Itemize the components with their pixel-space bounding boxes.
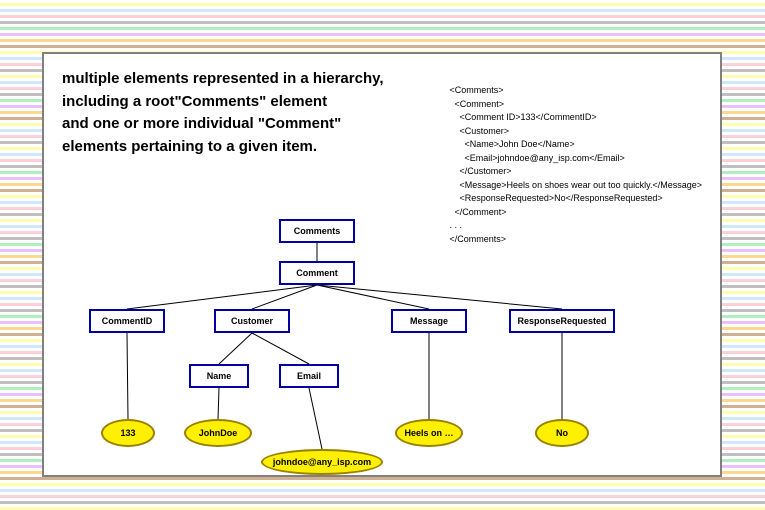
tree-node-v133: 133 (101, 419, 155, 447)
tree-edge (309, 388, 322, 449)
tree-edge (219, 333, 252, 364)
tree-edge (127, 285, 317, 309)
diagram-edges (79, 219, 689, 474)
content-panel: multiple elements represented in a hiera… (42, 52, 722, 477)
tree-edge (317, 285, 429, 309)
desc-line: and one or more individual "Comment" (62, 113, 432, 136)
tree-node-comments: Comments (279, 219, 355, 243)
tree-edge (218, 388, 219, 419)
tree-node-name: Name (189, 364, 249, 388)
tree-node-responsereq: ResponseRequested (509, 309, 615, 333)
tree-node-vemail: johndoe@any_isp.com (261, 449, 383, 475)
tree-node-vjohn: JohnDoe (184, 419, 252, 447)
tree-edge (252, 333, 309, 364)
tree-node-vheels: Heels on … (395, 419, 463, 447)
desc-line: multiple elements represented in a hiera… (62, 68, 432, 91)
tree-node-vno: No (535, 419, 589, 447)
tree-edge (317, 285, 562, 309)
description-text: multiple elements represented in a hiera… (62, 68, 432, 158)
tree-node-comment: Comment (279, 261, 355, 285)
tree-edge (252, 285, 317, 309)
desc-line: elements pertaining to a given item. (62, 136, 432, 159)
tree-node-email: Email (279, 364, 339, 388)
tree-node-message: Message (391, 309, 467, 333)
tree-node-commentid: CommentID (89, 309, 165, 333)
desc-line: including a root"Comments" element (62, 91, 432, 114)
tree-edge (127, 333, 128, 419)
tree-node-customer: Customer (214, 309, 290, 333)
hierarchy-diagram: Comments Comment CommentID Customer Message R… (79, 219, 689, 474)
